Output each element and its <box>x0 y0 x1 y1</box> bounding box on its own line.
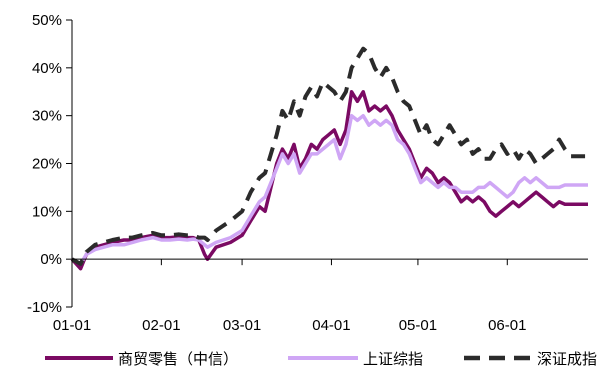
y-tick-label: 0% <box>40 251 62 268</box>
x-tick-label: 04-01 <box>312 317 350 334</box>
series-layer <box>70 46 588 271</box>
y-tick-label: 50% <box>32 12 62 29</box>
series-line-1 <box>70 90 588 271</box>
x-axis-ticks: 01-01 02-01 03-01 04-01 05-01 06-01 <box>53 259 526 334</box>
legend-label-3: 深证成指 <box>537 350 597 368</box>
y-tick-label: 20% <box>32 156 62 173</box>
y-tick-label: 40% <box>32 60 62 77</box>
x-tick-label: 03-01 <box>223 317 261 334</box>
y-tick-label: 10% <box>32 203 62 220</box>
legend-label-1: 商贸零售（中信） <box>118 350 238 368</box>
x-tick-label: 06-01 <box>488 317 526 334</box>
legend: 商贸零售（中信） 上证综指 深证成指 <box>45 350 597 368</box>
y-axis-ticks: -10% 0% 10% 20% 30% 40% 50% <box>27 12 72 316</box>
x-tick-label: 02-01 <box>142 317 180 334</box>
x-tick-label: 01-01 <box>53 317 91 334</box>
legend-label-2: 上证综指 <box>363 350 423 368</box>
x-tick-label: 05-01 <box>399 317 437 334</box>
series-line-2 <box>71 113 588 266</box>
series-line-3 <box>71 46 588 266</box>
y-tick-label: -10% <box>27 299 62 316</box>
y-tick-label: 30% <box>32 108 62 125</box>
